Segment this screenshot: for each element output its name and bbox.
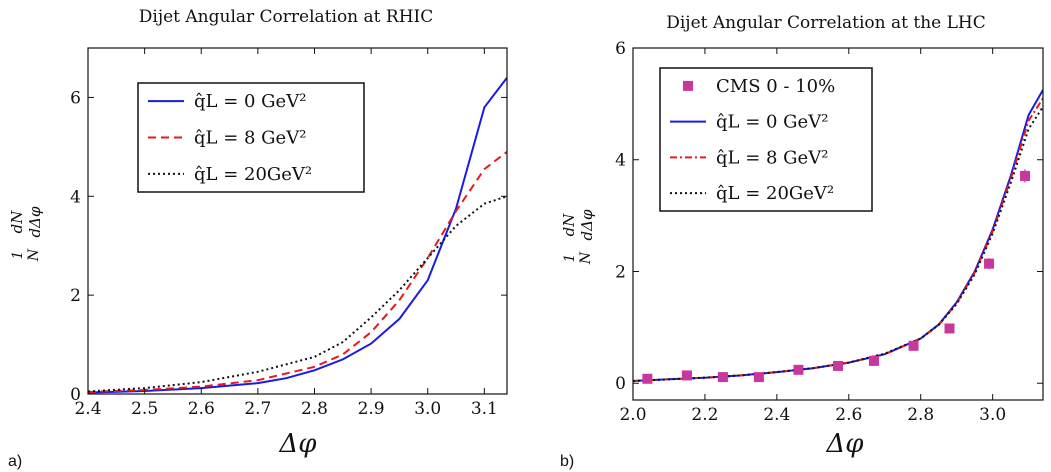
chart-a-legend-label-0: q̂L = 0 GeV² [194,91,306,112]
chart-b-ytick-label-0: 0 [615,374,626,394]
chart-a-xtick-label-3: 2.7 [244,399,271,419]
chart-a-ylabel: 1 N dN dΔφ [8,206,44,262]
chart-b-frame [632,47,1044,401]
chart-b-point-9 [984,258,995,269]
chart-b-point-4 [793,364,804,375]
chart-b-point-2 [717,372,728,383]
chart-b-point-3 [753,372,764,383]
chart-a-ytick-label-0: 0 [70,385,81,405]
chart-a-title: Dijet Angular Correlation at RHIC [139,7,434,27]
chart-b-point-8 [944,323,955,334]
chart-b-xtick-label-0: 2.0 [619,405,646,425]
chart-a-xtick-label-7: 3.1 [471,399,498,419]
chart-b-ylabel-dn: dN [560,213,578,237]
chart-a-ylabel-one: 1 [10,251,26,260]
chart-a-xtick-label-1: 2.5 [131,399,158,419]
chart-b-point-6 [868,355,879,366]
chart-b-legend: CMS 0 - 10% q̂L = 0 GeV² q̂L = 8 GeV² q̂L =… [659,67,873,212]
chart-b-ylabel-n: N [578,251,594,265]
chart-b-legend-label-2: q̂L = 8 GeV² [716,147,828,168]
chart-a-series-2-line [88,195,507,393]
chart-a-legend-label-1: q̂L = 8 GeV² [194,128,306,149]
chart-a-ytick-label-1: 2 [70,286,81,306]
chart-a-xtick-label-5: 2.9 [358,399,385,419]
chart-a-panel-label: a) [8,453,22,470]
chart-b-point-1 [681,370,692,381]
chart-b-ylabel: 1 N dN dΔφ [560,209,596,265]
chart-b-title: Dijet Angular Correlation at the LHC [666,13,986,33]
chart-b-xlabel: Δφ [826,429,865,459]
chart-b-ytick-label-3: 6 [615,39,626,59]
chart-b-legend-label-0: CMS 0 - 10% [716,76,835,97]
chart-b-panel-label: b) [560,453,574,470]
chart-b-point-7 [908,340,919,351]
chart-a-ytick-label-2: 4 [70,187,81,207]
chart-b-legend-marker-0 [683,80,693,91]
chart-b-xtick-label-3: 2.6 [835,405,862,425]
chart-a: 2.4 2.5 2.6 2.7 2.8 2.9 3.0 3.1 0 2 4 6 q̂L = 0 GeV²… [70,47,508,419]
chart-a-ylabel-dn: dN [8,210,26,234]
chart-a-ylabel-dphi: dΔφ [26,206,44,237]
chart-a-xtick-label-0: 2.4 [74,399,101,419]
chart-b-ylabel-one: 1 [562,254,578,263]
chart-b-legend-label-1: q̂L = 0 GeV² [716,112,828,133]
chart-a-xlabel: Δφ [279,429,318,459]
chart-b-xtick-label-1: 2.2 [691,405,718,425]
chart-b-point-10 [1020,170,1031,181]
chart-a-xtick-label-4: 2.8 [301,399,328,419]
chart-a-xtick-label-2: 2.6 [188,399,215,419]
chart-b-ytick-label-2: 4 [615,151,626,171]
chart-b-legend-box [659,67,873,212]
chart-b-point-0 [642,373,653,384]
chart-a-legend: q̂L = 0 GeV² q̂L = 8 GeV² q̂L = 20GeV² [137,82,365,193]
chart-b: 2.0 2.2 2.4 2.6 2.8 3.0 0 2 4 6 CMS 0 - 10% q̂L = 0… [615,39,1044,425]
chart-b-ylabel-dphi: dΔφ [578,209,596,240]
chart-b-point-5 [833,360,843,371]
chart-a-xtick-label-6: 3.0 [414,399,441,419]
chart-b-xtick-label-2: 2.4 [763,405,790,425]
chart-a-legend-label-2: q̂L = 20GeV² [194,164,312,185]
chart-b-ytick-label-1: 2 [615,262,626,282]
chart-a-ytick-label-3: 6 [70,88,81,108]
chart-b-xtick-label-4: 2.8 [907,405,934,425]
chart-a-ylabel-n: N [26,248,42,262]
chart-a-series-1-line [88,151,507,393]
chart-b-legend-label-3: q̂L = 20GeV² [716,183,834,204]
chart-b-xtick-label-5: 3.0 [979,405,1006,425]
chart-a-frame [87,47,508,395]
